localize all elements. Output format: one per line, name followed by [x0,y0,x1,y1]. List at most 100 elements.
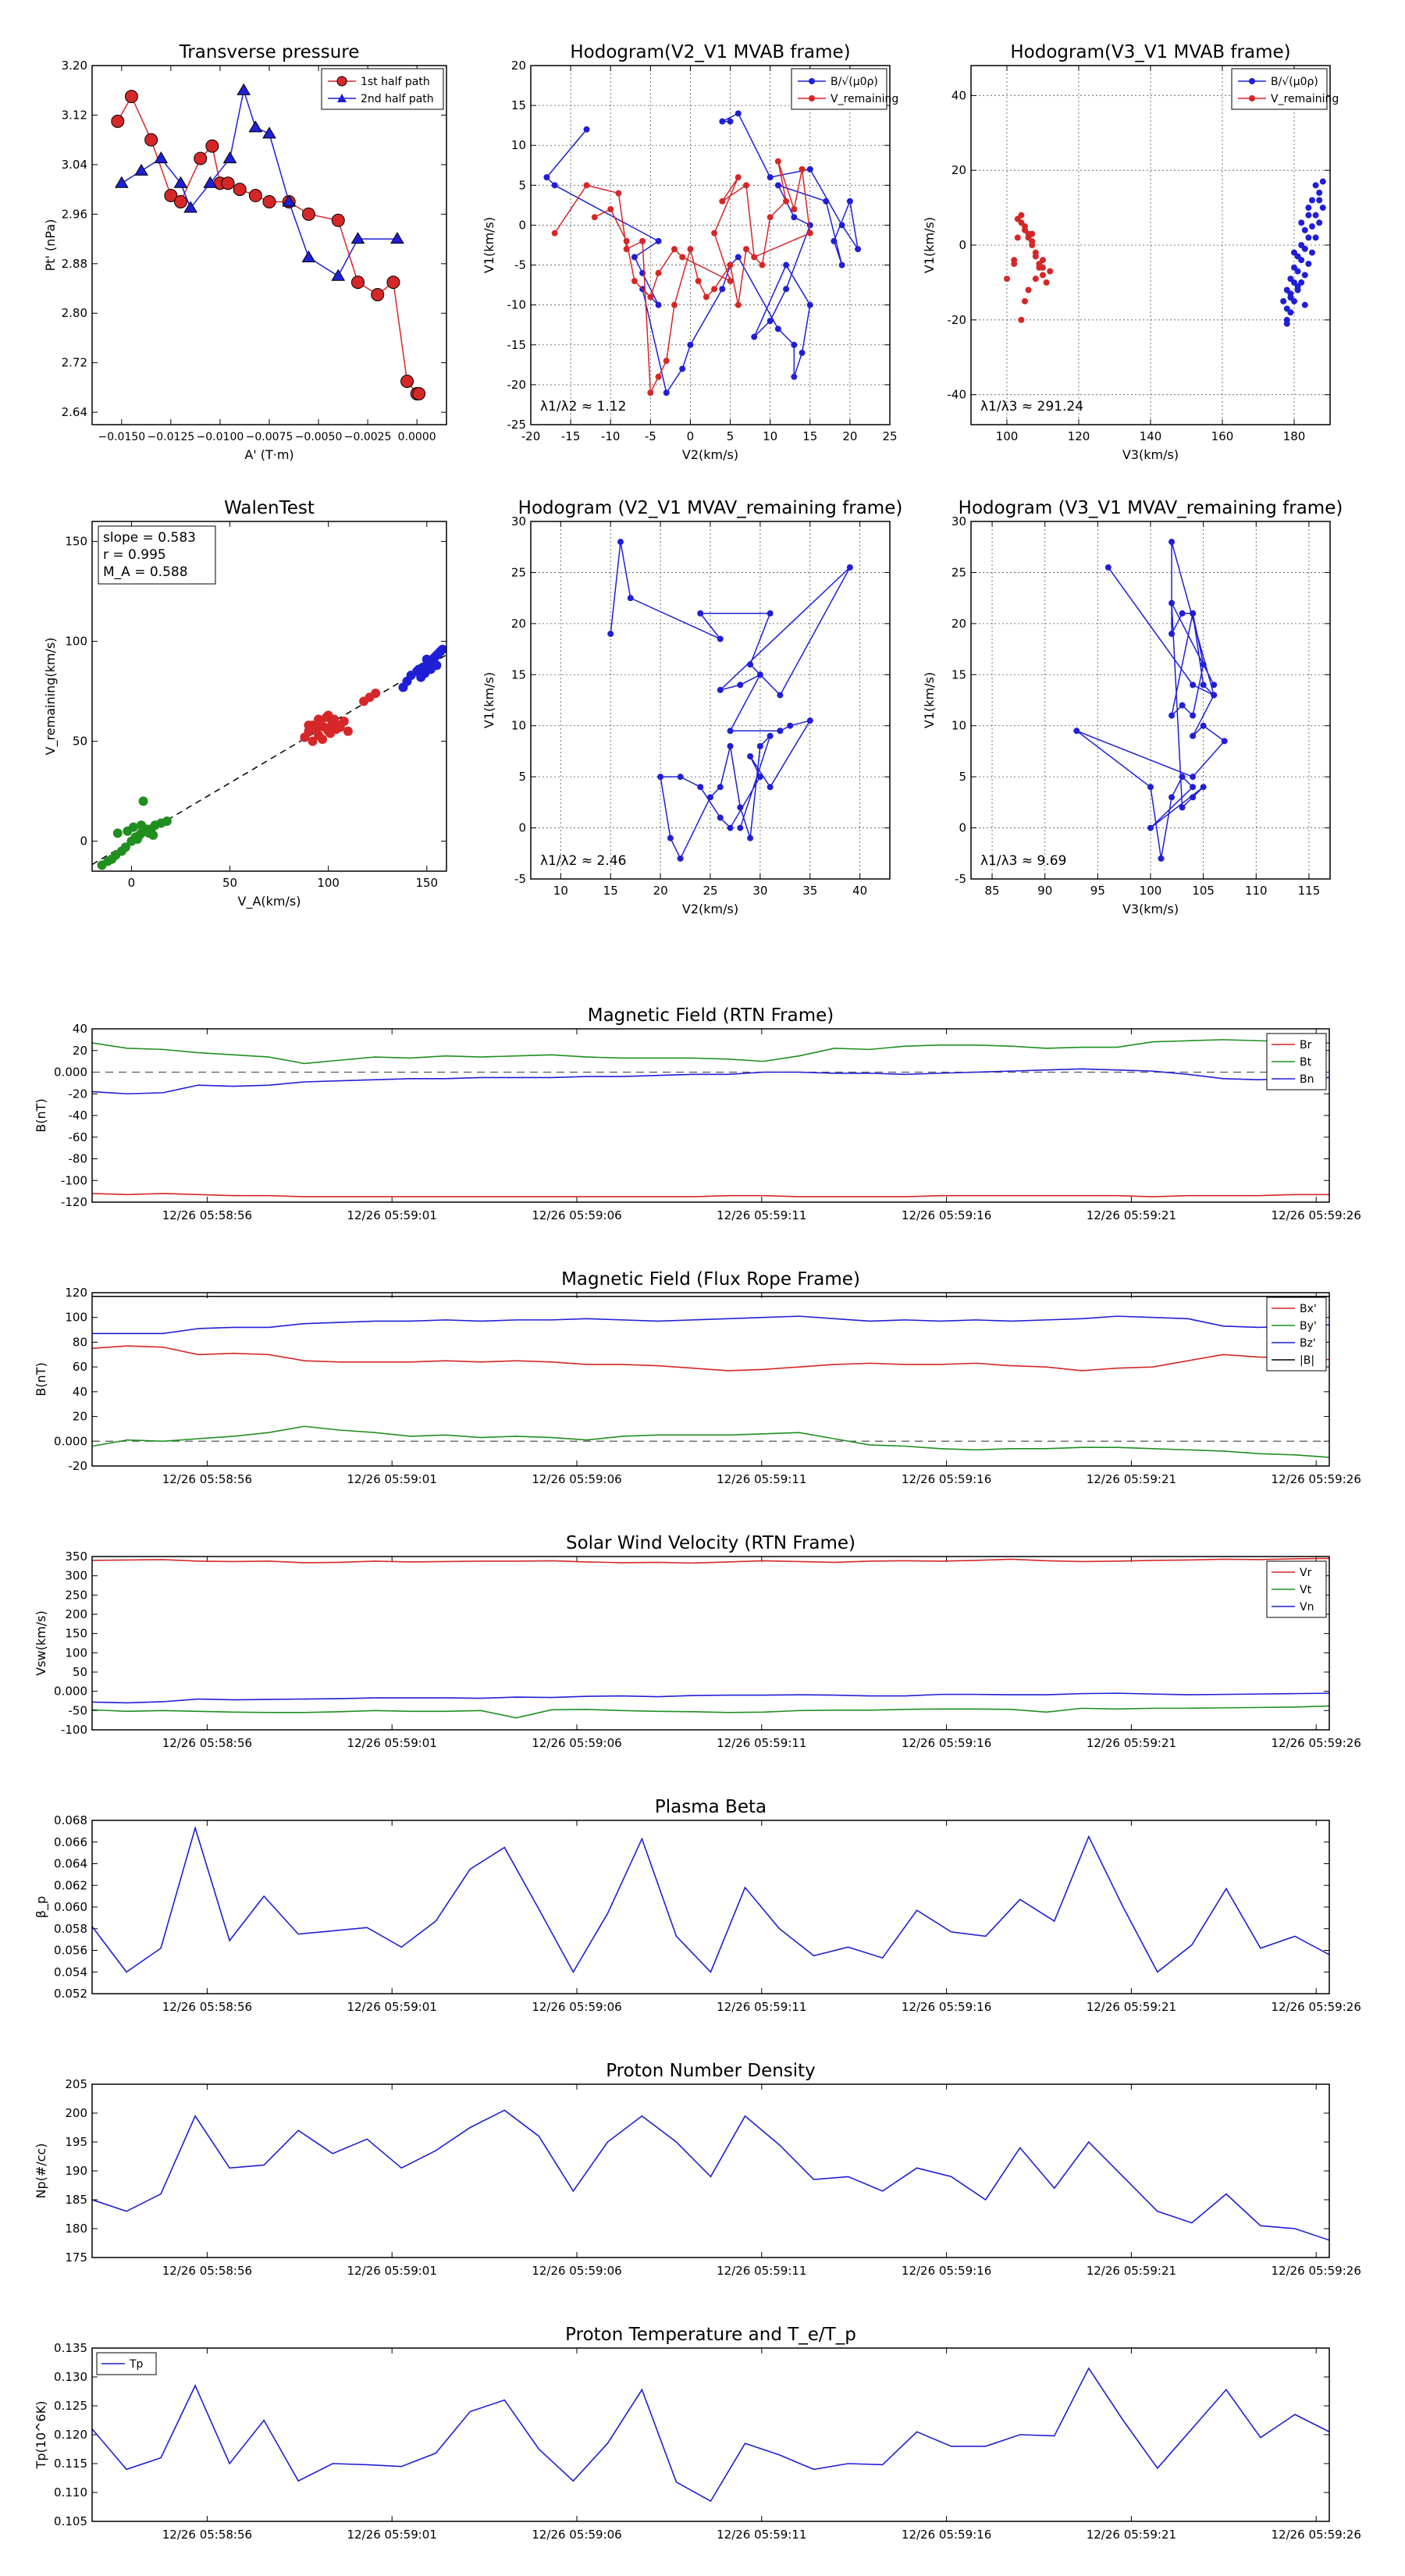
x-tick-label: 12/26 05:59:16 [902,2264,991,2278]
data-point [1301,272,1308,279]
data-point [791,206,798,212]
data-point [655,237,662,244]
data-point [111,114,125,128]
x-tick-label: 12/26 05:59:06 [532,2264,621,2278]
data-point [1025,286,1032,294]
data-point [751,254,758,261]
data-point [386,276,400,290]
x-tick-label: 12/26 05:59:21 [1087,1208,1176,1222]
hodogram-v2v1-mvab-chart: -20 -15 -10 -5 0 5 10 15 20 25-25-20-15-10-505101… [482,42,898,462]
legend-label: 2nd half path [361,93,434,105]
data-point [743,246,749,253]
data-point [194,151,208,165]
series-line-Np [92,2109,1329,2241]
data-point [671,246,678,253]
data-point [671,301,678,308]
y-tick-label: -20 [69,1087,88,1101]
y-tick-label: 40 [951,88,966,102]
series-line-Bn [92,1068,1329,1095]
data-point [737,824,744,831]
plot-content [1073,539,1228,862]
plot-area [92,2348,1329,2521]
plot-area [92,1820,1329,1994]
y-tick-label: -10 [507,298,527,312]
x-tick-label: 12/26 05:58:56 [162,2000,252,2014]
data-point [727,262,734,269]
transverse-pressure-chart: −0.0150 −0.0125 −0.0100 −0.0075 −0.0050 −0.00… [43,42,447,462]
y-tick-label: 5 [518,770,526,784]
x-tick-label: 12/26 05:59:21 [1087,1472,1176,1486]
data-point [1309,197,1315,204]
data-point [1305,234,1312,241]
series-line-V [1076,541,1225,859]
data-point [1312,182,1319,189]
data-point [607,206,614,212]
data-point [1316,197,1323,204]
x-tick-label: 110 [1245,884,1268,898]
data-point [1305,260,1312,267]
legend-marker [337,94,347,102]
y-tick-label: 50 [73,735,87,749]
data-point [727,824,734,831]
x-tick-label: −0.0025 [344,431,392,443]
data-point [751,333,758,340]
data-point [301,250,316,262]
data-point [1190,774,1197,781]
plot-frame [91,2347,1330,2522]
data-point [331,213,345,227]
x-tick-label: 100 [1140,884,1162,898]
y-tick-label: -40 [69,1108,88,1123]
data-point [1040,264,1046,271]
x-tick-label: 12/26 05:58:56 [162,1208,252,1222]
data-point [301,207,315,221]
plot-frame [91,1820,1330,1994]
x-tick-label: 15 [603,884,618,898]
x-tick-label: 12/26 05:58:56 [162,1736,252,1750]
proton-temperature-chart: Proton Temperature and T_e/T_p Tp(10^6K) 0… [34,2325,1361,2542]
data-point [174,194,187,208]
x-tick-label: 12/26 05:59:01 [347,1208,437,1222]
annotation: λ1/λ2 ≈ 2.46 [540,853,626,869]
data-point [727,728,734,735]
y-tick-label: 0.135 [54,2341,87,2355]
plot-frame [91,1028,1330,1203]
y-tick-label: 0.054 [54,1965,87,1979]
y-axis-label: V1(km/s) [482,672,496,728]
x-tick-label: 25 [702,884,717,898]
plot-area [531,521,890,879]
y-tick-label: 2.80 [62,306,87,320]
y-tick-label: 0.052 [54,1987,87,2001]
legend-label: B/√(μ0ρ) [831,76,878,88]
x-tick-label: 12/26 05:59:26 [1272,2528,1361,2542]
data-point [237,83,251,95]
y-tick-label: 2.64 [62,405,87,419]
data-point [767,214,774,221]
data-point [1147,824,1154,831]
x-tick-label: 12/26 05:59:21 [1087,2528,1176,2542]
data-point [1221,738,1228,745]
y-axis-label: V_remaining(km/s) [43,638,59,756]
plot-frame [530,521,891,880]
x-tick-label: 12/26 05:59:11 [717,2264,806,2278]
x-tick-label: −0.0050 [295,431,343,443]
y-tick-label: 200 [65,1607,87,1621]
proton-number-density-chart: Proton Number Density Np(#/cc) 175 180 185 19… [34,2061,1361,2278]
data-point [677,855,684,862]
y-axis-label: V1(km/s) [922,217,937,273]
x-tick-label: 10 [763,429,777,443]
data-point [1200,722,1207,729]
chart-title: Proton Number Density [606,2061,816,2081]
y-tick-label: 100 [65,1646,87,1660]
x-tick-label: −0.0125 [148,431,195,443]
x-tick-label: 12/26 05:59:11 [717,2528,806,2542]
annotation: λ1/λ2 ≈ 1.12 [540,399,626,415]
data-point [583,182,590,189]
data-point [371,287,385,301]
data-point [855,246,862,253]
y-axis-label: V1(km/s) [482,217,496,273]
data-point [551,182,558,189]
plot-content [92,1295,1329,1458]
data-point [1018,316,1025,323]
plasma-beta-chart: Plasma Beta β_p 0.052 0.054 0.056 0.058 0.060 0… [34,1797,1361,2014]
x-axis-label: V2(km/s) [682,447,738,462]
